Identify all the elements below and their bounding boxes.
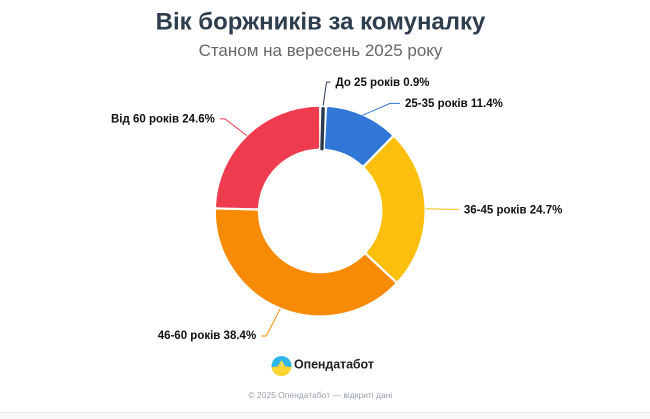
svg-text:25-35 років 11.4%: 25-35 років 11.4% — [405, 98, 503, 110]
svg-text:Вік боржників за комуналку: Вік боржників за комуналку — [156, 9, 486, 36]
svg-text:Від 60 років 24.6%: Від 60 років 24.6% — [111, 114, 215, 126]
svg-text:46-60 років 38.4%: 46-60 років 38.4% — [158, 330, 256, 342]
svg-text:Станом на вересень 2025 року: Станом на вересень 2025 року — [199, 41, 443, 60]
svg-text:До 25 років 0.9%: До 25 років 0.9% — [336, 77, 430, 89]
svg-text:© 2025 Опендатабот — відкриті: © 2025 Опендатабот — відкриті дані — [248, 390, 392, 400]
svg-text:36-45 років 24.7%: 36-45 років 24.7% — [464, 204, 562, 216]
svg-text:Опендатабот: Опендатабот — [294, 357, 374, 371]
